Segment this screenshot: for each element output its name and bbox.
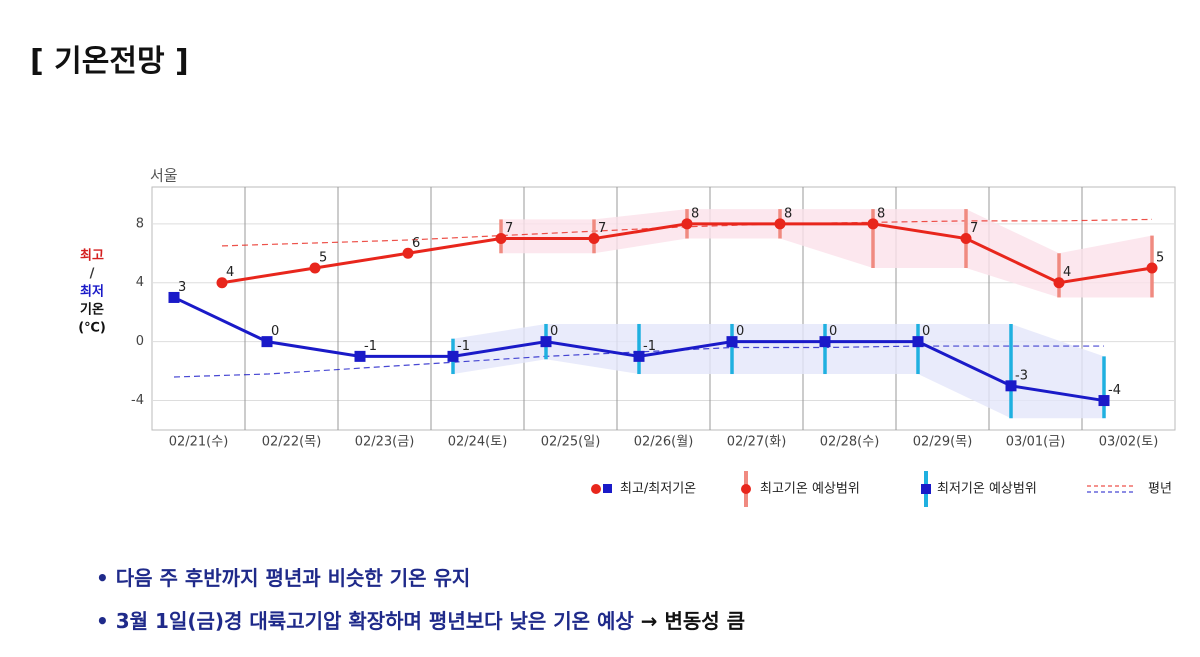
point — [774, 218, 786, 230]
y-tick-label: 0 — [136, 334, 144, 349]
data-label: 0 — [271, 324, 279, 339]
point — [540, 336, 552, 348]
y-axis-label: 최고 — [80, 249, 104, 264]
data-label: 7 — [505, 221, 513, 236]
plot-frame — [151, 186, 1176, 431]
legend-label: 최저기온 예상범위 — [937, 482, 1037, 497]
point — [495, 233, 507, 245]
data-label: 0 — [550, 324, 558, 339]
range-band — [501, 209, 1152, 298]
point — [1098, 395, 1110, 407]
data-label: -4 — [1108, 383, 1121, 398]
data-label: -1 — [457, 339, 470, 354]
data-label: 0 — [736, 324, 744, 339]
x-tick-label: 02/24(토) — [448, 435, 508, 450]
point — [261, 336, 273, 348]
data-label: 5 — [1156, 251, 1164, 266]
x-tick-label: 02/26(월) — [634, 435, 694, 450]
x-tick-label: 02/21(수) — [169, 435, 229, 450]
x-tick-label: 03/01(금) — [1006, 435, 1066, 450]
point — [402, 247, 414, 259]
data-label: 3 — [178, 280, 186, 295]
data-label: 8 — [691, 206, 699, 221]
y-tick-label: -4 — [131, 393, 144, 408]
data-label: 6 — [412, 236, 420, 251]
x-tick-label: 02/29(목) — [913, 435, 973, 450]
y-axis-label: / — [90, 267, 95, 282]
x-tick-label: 02/25(일) — [541, 435, 601, 450]
y-axis-label: 최저 — [80, 285, 104, 300]
y-axis-label: 기온 — [80, 303, 104, 318]
legend-icon — [591, 484, 601, 494]
x-tick-label: 02/27(화) — [727, 435, 787, 450]
point — [588, 233, 600, 245]
point — [1005, 380, 1017, 392]
legend-icon — [921, 484, 931, 494]
x-tick-label: 02/28(수) — [820, 435, 880, 450]
legend-icon — [741, 484, 751, 494]
data-label: -3 — [1015, 368, 1028, 383]
bullets: 다음 주 후반까지 평년과 비슷한 기온 유지 3월 1일(금)경 대륙고기압 확… — [96, 562, 745, 648]
data-label: 0 — [922, 324, 930, 339]
legend-label: 최고/최저기온 — [620, 482, 696, 497]
data-label: -1 — [364, 339, 377, 354]
bullet: 다음 주 후반까지 평년과 비슷한 기온 유지 — [96, 562, 745, 605]
data-label: 4 — [1063, 265, 1071, 280]
data-label: 7 — [598, 221, 606, 236]
legend-label: 평년 — [1148, 482, 1172, 497]
data-label: 8 — [877, 206, 885, 221]
range-band — [453, 323, 1104, 419]
bullet: 3월 1일(금)경 대륙고기압 확장하며 평년보다 낮은 기온 예상 → 변동성… — [96, 605, 745, 648]
y-tick-label: 4 — [136, 275, 144, 290]
data-label: 5 — [319, 251, 327, 266]
x-tick-label: 03/02(토) — [1099, 435, 1159, 450]
location-label: 서울 — [150, 167, 178, 185]
page-title: [ 기온전망 ] — [30, 44, 189, 79]
data-label: 0 — [829, 324, 837, 339]
point — [168, 291, 180, 303]
data-label: 8 — [784, 206, 792, 221]
bullet-text: 다음 주 후반까지 평년과 비슷한 기온 유지 — [115, 566, 471, 590]
data-label: 4 — [226, 265, 234, 280]
point — [1053, 277, 1065, 289]
legend-label: 최고기온 예상범위 — [760, 482, 860, 497]
y-tick-label: 8 — [136, 216, 144, 231]
data-label: 7 — [970, 221, 978, 236]
bullet-note: → 변동성 큼 — [640, 609, 746, 633]
point — [1146, 262, 1158, 274]
point — [819, 336, 831, 348]
x-tick-label: 02/22(목) — [262, 435, 322, 450]
y-axis-label: (℃) — [78, 321, 106, 336]
point — [867, 218, 879, 230]
point — [633, 350, 645, 362]
x-tick-label: 02/23(금) — [355, 435, 415, 450]
data-label: -1 — [643, 339, 656, 354]
bullet-text: 3월 1일(금)경 대륙고기압 확장하며 평년보다 낮은 기온 예상 — [115, 609, 634, 633]
point — [681, 218, 693, 230]
point — [912, 336, 924, 348]
point — [216, 277, 228, 289]
point — [960, 233, 972, 245]
point — [447, 350, 459, 362]
point — [309, 262, 321, 274]
point — [726, 336, 738, 348]
point — [354, 350, 366, 362]
legend-icon — [603, 484, 612, 493]
